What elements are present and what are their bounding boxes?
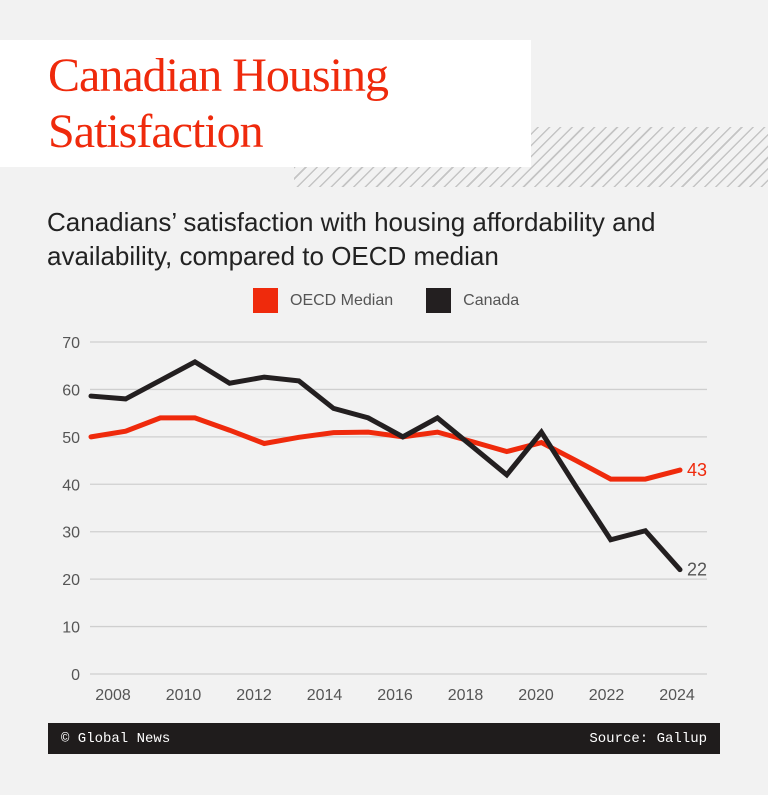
y-tick-label: 60 [62,382,80,399]
x-tick-label: 2014 [307,687,343,704]
x-tick-label: 2018 [448,687,484,704]
title-box [0,40,531,167]
y-tick-label: 20 [62,572,80,589]
x-tick-label: 2010 [166,687,202,704]
footer-source: Source: Gallup [589,730,707,747]
y-tick-label: 0 [71,667,80,684]
x-tick-label: 2022 [589,687,625,704]
series-line-canada [88,359,683,573]
y-tick-label: 50 [62,430,80,447]
legend-item-canada: Canada [426,288,519,313]
y-tick-label: 40 [62,477,80,494]
y-tick-label: 10 [62,620,80,637]
x-tick-label: 2008 [95,687,131,704]
footer-bar: © Global News Source: Gallup [48,723,720,754]
legend: OECD Median Canada [253,288,552,313]
y-tick-label: 70 [62,335,80,352]
x-tick-label: 2016 [377,687,413,704]
chart-subtitle: Canadians’ satisfaction with housing aff… [47,207,656,271]
footer-credit: © Global News [61,730,171,747]
legend-swatch-canada [426,288,452,313]
end-value-label: 43 [687,460,707,480]
x-tick-label: 2020 [518,687,554,704]
legend-swatch-oecd [253,288,278,313]
x-tick-label: 2024 [659,687,695,704]
legend-label-oecd: OECD Median [290,291,394,309]
chart-title: Canadian Housing Satisfaction [48,49,389,158]
x-tick-label: 2012 [236,687,272,704]
end-value-label: 22 [687,560,707,580]
series-line-oecd-median [88,415,683,482]
y-tick-label: 30 [62,525,80,542]
legend-label-canada: Canada [463,291,520,309]
legend-item-oecd: OECD Median [253,288,393,313]
